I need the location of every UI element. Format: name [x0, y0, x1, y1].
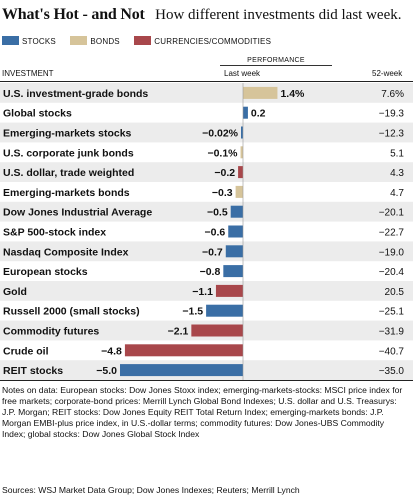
bar [238, 166, 243, 179]
category-label: REIT stocks [3, 365, 63, 377]
year-value: 4.7 [390, 188, 404, 199]
legend-bonds: BONDS [70, 36, 120, 46]
year-value: 7.6% [381, 89, 404, 100]
year-value: −19.0 [379, 247, 405, 258]
category-label: Dow Jones Industrial Average [3, 207, 152, 219]
category-label: Commodity futures [3, 326, 99, 338]
legend-swatch-bonds [70, 36, 88, 45]
year-header: 52-week [372, 69, 403, 78]
value-label: −0.8 [200, 266, 221, 278]
value-label: −0.2 [214, 167, 235, 179]
category-label: Emerging-markets stocks [3, 128, 132, 140]
investment-header: INVESTMENT [2, 69, 54, 78]
row-background [0, 83, 413, 103]
legend-swatch-stocks [2, 36, 19, 45]
bar [124, 344, 243, 357]
title-row: What's Hot - and Not How different inves… [2, 6, 401, 24]
bar [243, 106, 248, 119]
category-label: Gold [3, 286, 27, 298]
legend-currencies: CURRENCIES/COMMODITIES [134, 36, 271, 46]
category-label: Crude oil [3, 345, 49, 357]
bar [191, 324, 243, 337]
header-rule [0, 81, 413, 82]
bar [223, 265, 243, 278]
category-label: U.S. corporate junk bonds [3, 147, 134, 159]
legend-label-bonds: BONDS [90, 37, 120, 46]
legend-label-currencies: CURRENCIES/COMMODITIES [154, 37, 272, 46]
value-label: −2.1 [168, 326, 189, 338]
performance-header: PERFORMANCE [220, 57, 332, 66]
year-value: −22.7 [379, 228, 405, 239]
category-label: Global stocks [3, 108, 72, 120]
legend-swatch-currencies [134, 36, 152, 45]
bar [241, 126, 243, 139]
year-value: 5.1 [390, 148, 404, 159]
category-label: S&P 500-stock index [3, 227, 106, 239]
row-background [0, 201, 413, 222]
year-value: 20.5 [385, 287, 405, 298]
chart-subtitle: How different investments did last week. [155, 7, 402, 23]
value-label: −0.02% [202, 128, 239, 140]
legend: STOCKS BONDS CURRENCIES/COMMODITIES [2, 36, 283, 46]
value-label: 1.4% [280, 88, 305, 100]
value-label: −0.5 [207, 207, 228, 219]
bar [228, 225, 243, 238]
bar [206, 304, 243, 317]
row-background [0, 281, 413, 301]
year-value: −20.1 [379, 208, 405, 219]
category-label: Nasdaq Composite Index [3, 246, 129, 258]
notes: Notes on data: European stocks: Dow Jone… [2, 385, 403, 439]
sources: Sources: WSJ Market Data Group; Dow Jone… [2, 485, 300, 495]
value-label: 0.2 [251, 108, 266, 120]
row-background [0, 122, 413, 143]
value-label: −1.1 [192, 286, 213, 298]
year-value: −31.9 [379, 327, 405, 338]
year-value: 4.3 [390, 168, 404, 179]
last-week-header: Last week [224, 69, 261, 78]
category-label: Russell 2000 (small stocks) [3, 306, 140, 318]
bar [225, 245, 243, 258]
year-value: −20.4 [379, 267, 405, 278]
year-value: −40.7 [379, 346, 405, 357]
row-background [0, 162, 413, 182]
category-label: U.S. investment-grade bonds [3, 88, 148, 100]
bar [243, 86, 278, 99]
value-label: −4.8 [101, 345, 122, 357]
bar [230, 205, 243, 218]
year-value: −35.0 [379, 366, 405, 377]
bar [240, 146, 243, 159]
row-background [0, 241, 413, 262]
year-value: −12.3 [379, 129, 405, 140]
value-label: −1.5 [182, 306, 203, 318]
value-label: −0.7 [202, 246, 223, 258]
chart-title: What's Hot - and Not [2, 6, 145, 23]
value-label: −0.1% [207, 147, 238, 159]
value-label: −0.6 [205, 227, 226, 239]
bar [235, 185, 243, 198]
category-label: Emerging-markets bonds [3, 187, 130, 199]
year-value: −25.1 [379, 307, 405, 318]
bar [215, 284, 243, 297]
legend-label-stocks: STOCKS [22, 37, 56, 46]
legend-stocks: STOCKS [2, 36, 56, 46]
category-label: U.S. dollar, trade weighted [3, 167, 134, 179]
category-label: European stocks [3, 266, 88, 278]
bar [120, 364, 243, 377]
value-label: −0.3 [212, 187, 233, 199]
value-label: −5.0 [96, 365, 117, 377]
year-value: −19.3 [379, 109, 405, 120]
